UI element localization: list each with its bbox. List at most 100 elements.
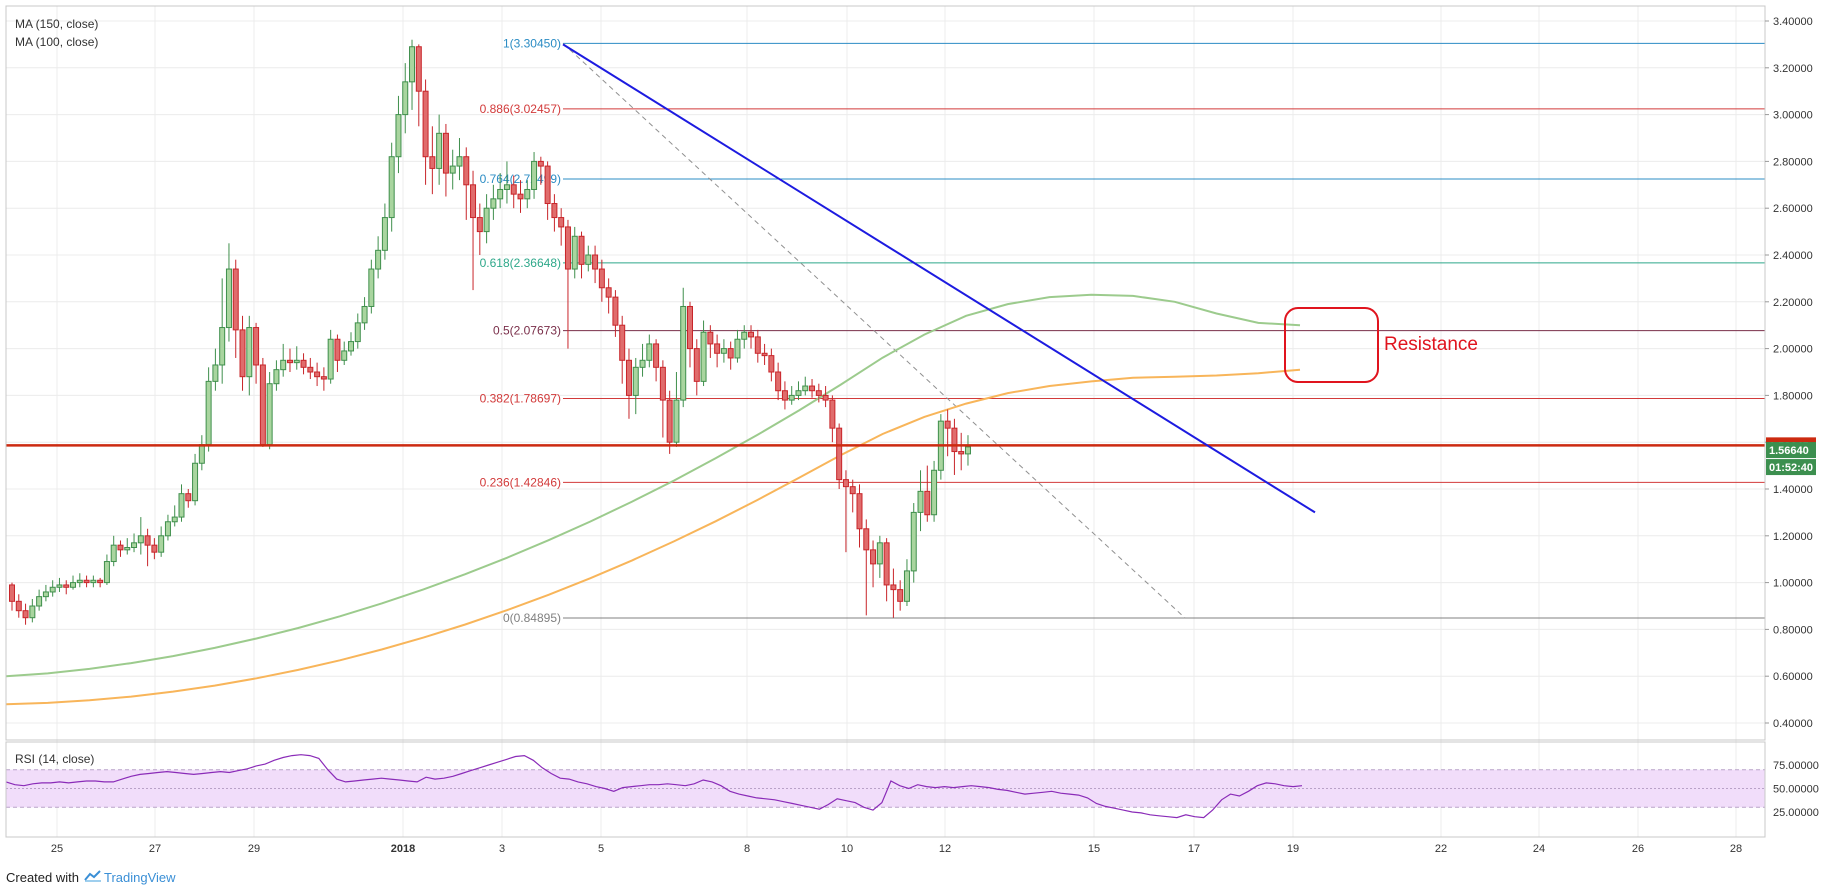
candle-down	[144, 535, 151, 546]
candle-up	[293, 359, 300, 364]
y-tick-label: 1.40000	[1773, 484, 1813, 496]
candle-down	[659, 366, 666, 401]
x-tick-label: 28	[1730, 843, 1742, 855]
candle-up	[273, 369, 280, 385]
candle-down	[63, 584, 70, 588]
candle-up	[246, 327, 253, 378]
candle-down	[687, 305, 693, 350]
candle-down	[666, 399, 673, 443]
candle-down	[253, 327, 260, 366]
candle-up	[110, 544, 117, 563]
candle-up	[964, 446, 971, 455]
candle-up	[483, 207, 490, 233]
candle-up	[903, 570, 910, 602]
candle-down	[714, 343, 721, 354]
candle-down	[883, 542, 890, 586]
candle-down	[775, 371, 782, 392]
candle-up	[795, 390, 802, 396]
fib-level-label: 0.886(3.02457)	[480, 102, 561, 116]
candle-up	[164, 521, 171, 537]
candle-up	[70, 582, 77, 588]
tradingview-link[interactable]: TradingView	[104, 870, 176, 885]
candle-down	[693, 348, 700, 382]
candle-up	[212, 364, 219, 382]
x-tick-label: 24	[1533, 843, 1545, 855]
candle-up	[646, 343, 653, 361]
candle-down	[463, 156, 470, 186]
rsi-overbought-oversold-band	[6, 769, 1765, 808]
ma100-legend[interactable]: MA (100, close)	[15, 35, 98, 49]
y-tick-label: 1.80000	[1773, 390, 1813, 402]
rsi-band	[6, 769, 1765, 808]
ma150-legend[interactable]: MA (150, close)	[15, 17, 98, 31]
candle-down	[537, 160, 544, 167]
candle-up	[225, 268, 232, 329]
candle-up	[171, 516, 178, 523]
candle-down	[761, 352, 768, 357]
x-tick-label: 29	[248, 843, 260, 855]
trading-chart[interactable]: 1(3.30450)0.886(3.02457)0.764(2.72499)0.…	[0, 0, 1824, 857]
candle-down	[307, 366, 314, 373]
candle-up	[402, 81, 409, 116]
rsi-line	[5, 754, 1303, 819]
candle-up	[876, 542, 883, 565]
candle-up	[42, 591, 49, 598]
candle-down	[842, 479, 849, 488]
rsi-legend[interactable]: RSI (14, close)	[15, 752, 94, 766]
candle-up	[49, 586, 56, 593]
candle-down	[863, 528, 870, 551]
resistance-box[interactable]	[1284, 307, 1379, 383]
candle-up	[348, 341, 354, 352]
candle-up	[436, 132, 443, 169]
drawn-lines[interactable]	[6, 43, 1765, 514]
candle-up	[266, 383, 273, 446]
candle-up	[103, 561, 110, 584]
y-tick-label: 3.40000	[1773, 16, 1813, 28]
x-tick-label: 25	[51, 843, 63, 855]
candle-down	[578, 235, 585, 265]
candle-up	[720, 348, 727, 354]
candle-down	[707, 331, 714, 345]
candle-down	[442, 132, 449, 174]
fib-level-label: 0(0.84895)	[503, 611, 561, 625]
candle-down	[897, 589, 904, 602]
candle-up	[449, 165, 456, 174]
x-tick-label: 3	[499, 843, 505, 855]
fib-diagonal-line	[562, 42, 1186, 619]
tradingview-logo-icon	[84, 870, 101, 882]
fibonacci-retracement[interactable]: 1(3.30450)0.886(3.02457)0.764(2.72499)0.…	[480, 36, 1765, 625]
y-tick-label: 0.60000	[1773, 671, 1813, 683]
x-tick-label: 8	[744, 843, 750, 855]
candle-down	[9, 584, 15, 602]
candle-down	[727, 348, 734, 359]
candle-down	[185, 493, 192, 502]
candle-down	[259, 364, 266, 446]
y-tick-label: 2.60000	[1773, 203, 1813, 215]
y-tick-label: 2.00000	[1773, 344, 1813, 356]
candle-down	[958, 451, 965, 455]
fib-level-label: 1(3.30450)	[503, 36, 561, 50]
candle-down	[768, 355, 775, 373]
fib-level-label: 0.618(2.36648)	[480, 256, 561, 270]
candle-up	[29, 605, 36, 619]
candle-down	[300, 359, 307, 368]
candle-up	[395, 114, 402, 158]
current-price-tag: 1.56640	[1766, 442, 1816, 459]
candle-down	[829, 399, 836, 429]
x-tick-label: 19	[1287, 843, 1299, 855]
candle-up	[388, 156, 395, 219]
candle-up	[917, 490, 924, 513]
candle-up	[131, 542, 138, 549]
candle-down	[239, 329, 246, 378]
candle-down	[83, 579, 90, 584]
candle-up	[381, 217, 388, 251]
rsi-tick-label: 25.00000	[1773, 807, 1819, 819]
candle-down	[890, 584, 897, 591]
candle-down	[510, 184, 517, 195]
candle-down	[564, 226, 571, 270]
candle-down	[815, 390, 822, 396]
candle-down	[117, 544, 124, 551]
candle-down	[944, 420, 951, 429]
candle-up	[910, 511, 917, 572]
